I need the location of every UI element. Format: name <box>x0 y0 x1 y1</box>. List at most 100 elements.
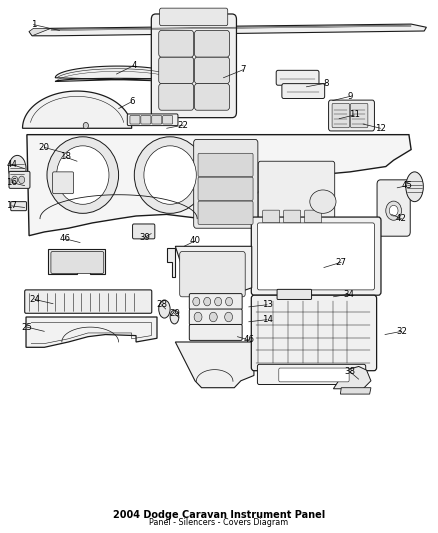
FancyBboxPatch shape <box>127 114 178 126</box>
FancyBboxPatch shape <box>194 30 230 57</box>
FancyBboxPatch shape <box>251 295 377 370</box>
Text: 22: 22 <box>178 120 189 130</box>
FancyBboxPatch shape <box>152 116 162 124</box>
FancyBboxPatch shape <box>304 210 321 223</box>
Text: 44: 44 <box>6 160 17 169</box>
Text: 14: 14 <box>261 315 272 324</box>
Polygon shape <box>167 248 175 277</box>
Ellipse shape <box>194 312 202 322</box>
Ellipse shape <box>159 300 170 318</box>
FancyBboxPatch shape <box>159 8 228 26</box>
Text: 39: 39 <box>139 233 150 242</box>
FancyBboxPatch shape <box>159 57 194 84</box>
Text: 18: 18 <box>60 152 71 161</box>
Ellipse shape <box>215 297 222 306</box>
FancyBboxPatch shape <box>198 201 253 224</box>
Text: 7: 7 <box>240 66 246 74</box>
Ellipse shape <box>225 312 233 322</box>
Polygon shape <box>48 249 106 274</box>
Ellipse shape <box>47 137 119 213</box>
FancyBboxPatch shape <box>53 172 74 193</box>
FancyBboxPatch shape <box>282 84 325 99</box>
FancyBboxPatch shape <box>258 223 374 290</box>
FancyBboxPatch shape <box>162 116 173 124</box>
FancyBboxPatch shape <box>332 103 350 128</box>
Text: 34: 34 <box>343 289 355 298</box>
FancyBboxPatch shape <box>284 210 300 223</box>
Ellipse shape <box>12 176 18 183</box>
Text: 11: 11 <box>349 110 360 119</box>
FancyBboxPatch shape <box>198 177 253 200</box>
FancyBboxPatch shape <box>277 289 311 300</box>
Ellipse shape <box>226 297 233 306</box>
Text: 2004 Dodge Caravan Instrument Panel: 2004 Dodge Caravan Instrument Panel <box>113 510 325 520</box>
Polygon shape <box>175 342 254 387</box>
Polygon shape <box>29 24 426 36</box>
FancyBboxPatch shape <box>159 30 194 57</box>
Text: 25: 25 <box>21 322 32 332</box>
Text: 27: 27 <box>336 258 347 266</box>
Ellipse shape <box>18 176 25 183</box>
FancyBboxPatch shape <box>189 309 242 325</box>
FancyBboxPatch shape <box>51 252 104 273</box>
FancyBboxPatch shape <box>130 116 140 124</box>
FancyBboxPatch shape <box>194 57 230 84</box>
Ellipse shape <box>209 312 217 322</box>
Text: 8: 8 <box>323 78 329 87</box>
Text: 16: 16 <box>6 178 17 187</box>
Text: 12: 12 <box>375 124 386 133</box>
FancyBboxPatch shape <box>377 180 410 236</box>
FancyBboxPatch shape <box>276 70 319 85</box>
Ellipse shape <box>204 297 211 306</box>
FancyBboxPatch shape <box>258 161 335 228</box>
Ellipse shape <box>386 201 402 220</box>
FancyBboxPatch shape <box>328 100 374 131</box>
FancyBboxPatch shape <box>25 290 152 313</box>
Text: 9: 9 <box>347 92 353 101</box>
Ellipse shape <box>83 123 88 129</box>
Polygon shape <box>27 135 411 236</box>
Text: 28: 28 <box>156 300 167 309</box>
Polygon shape <box>29 28 51 36</box>
FancyBboxPatch shape <box>350 103 368 128</box>
Ellipse shape <box>389 205 398 216</box>
FancyBboxPatch shape <box>194 140 258 228</box>
Text: 6: 6 <box>129 97 134 106</box>
FancyBboxPatch shape <box>189 325 242 341</box>
Text: 40: 40 <box>190 237 201 246</box>
FancyBboxPatch shape <box>180 252 245 297</box>
Ellipse shape <box>406 172 424 201</box>
FancyBboxPatch shape <box>194 84 230 110</box>
Polygon shape <box>22 91 132 128</box>
Ellipse shape <box>57 146 109 204</box>
FancyBboxPatch shape <box>11 201 26 211</box>
Ellipse shape <box>9 156 26 182</box>
Text: 20: 20 <box>39 143 50 152</box>
Ellipse shape <box>144 146 196 204</box>
FancyBboxPatch shape <box>198 154 253 176</box>
FancyBboxPatch shape <box>263 210 280 223</box>
Ellipse shape <box>134 137 206 213</box>
Text: 32: 32 <box>396 327 407 336</box>
Polygon shape <box>175 246 252 297</box>
FancyBboxPatch shape <box>151 14 237 118</box>
Text: 4: 4 <box>131 61 137 70</box>
Polygon shape <box>26 317 157 348</box>
Text: Panel - Silencers - Covers Diagram: Panel - Silencers - Covers Diagram <box>149 518 289 527</box>
Text: 24: 24 <box>29 295 40 304</box>
Ellipse shape <box>310 190 336 213</box>
FancyBboxPatch shape <box>258 365 366 384</box>
Text: 46: 46 <box>243 335 254 344</box>
Ellipse shape <box>193 297 200 306</box>
FancyBboxPatch shape <box>251 217 381 295</box>
Ellipse shape <box>170 310 179 324</box>
FancyBboxPatch shape <box>133 224 155 239</box>
Text: 17: 17 <box>6 201 17 211</box>
Text: 29: 29 <box>169 309 180 318</box>
Text: 46: 46 <box>60 235 71 244</box>
Text: 1: 1 <box>31 20 36 29</box>
Text: 45: 45 <box>401 181 412 190</box>
Polygon shape <box>333 367 371 389</box>
Polygon shape <box>340 387 371 394</box>
FancyBboxPatch shape <box>279 368 349 382</box>
